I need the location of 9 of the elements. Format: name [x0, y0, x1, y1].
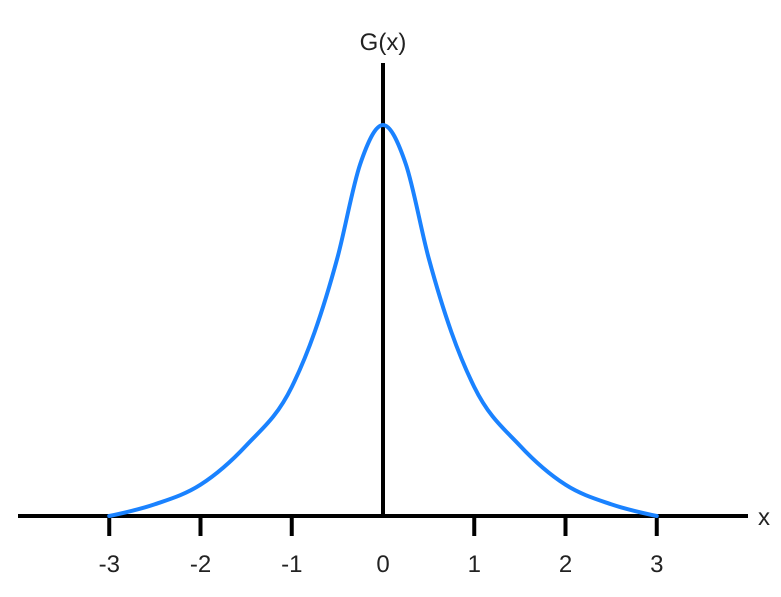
x-tick-label: 1 — [468, 551, 481, 578]
x-tick-label: -3 — [98, 551, 120, 578]
x-axis-title: x — [758, 504, 770, 531]
x-tick-label: -1 — [281, 551, 302, 578]
x-tick-label: -2 — [190, 551, 212, 578]
y-axis-title: G(x) — [360, 29, 406, 56]
x-tick-label: 2 — [558, 551, 572, 578]
x-tick-label: 3 — [650, 551, 664, 578]
x-tick-label: 0 — [376, 551, 390, 578]
